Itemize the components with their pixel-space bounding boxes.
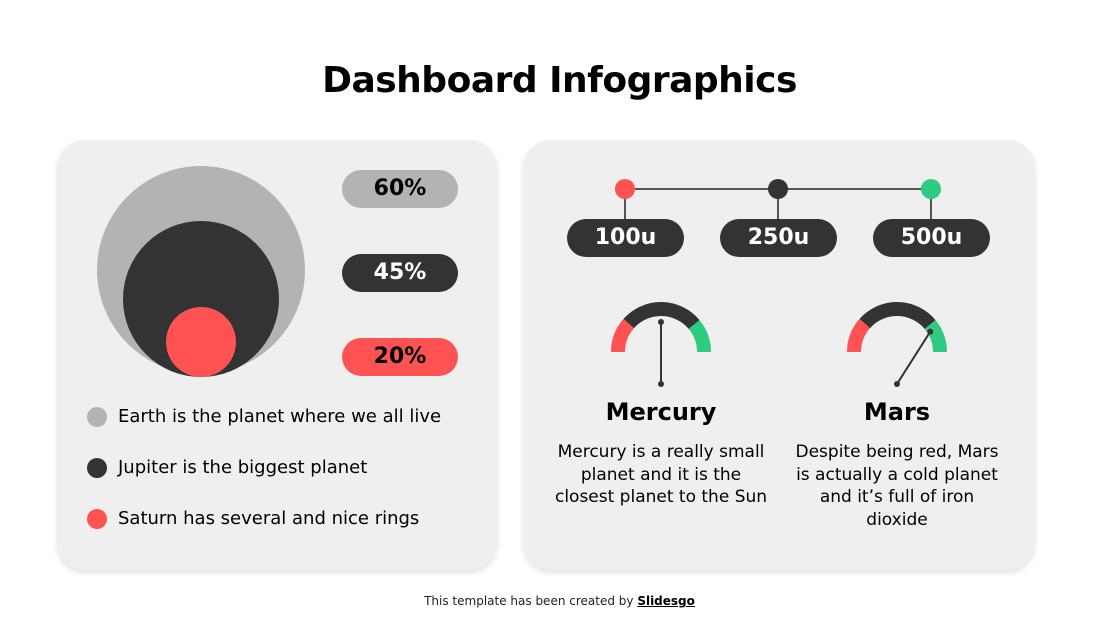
legend-dot (87, 508, 107, 529)
legend-text: Jupiter is the biggest planet (118, 457, 368, 478)
legend-dot (87, 406, 107, 427)
saturn-circle (166, 307, 236, 377)
legend-text: Saturn has several and nice rings (118, 508, 420, 529)
percentage-pill: 60% (342, 170, 458, 208)
timeline-dot (768, 179, 788, 199)
jupiter-circle (123, 221, 279, 377)
gauge-description: Despite being red, Mars is actually a co… (795, 442, 999, 530)
gauge-segment (688, 320, 711, 353)
slidesgo-link[interactable]: Slidesgo (637, 594, 695, 608)
needle-end (894, 381, 900, 387)
legend-item: Saturn has several and nice rings (87, 508, 419, 529)
legend-text: Earth is the planet where we all live (118, 406, 442, 427)
gauge-segment (623, 302, 700, 330)
legend-dot (87, 457, 107, 478)
timeline-pill: 250u (720, 219, 837, 257)
gauge-needle (896, 331, 932, 385)
timeline-dot (615, 179, 635, 199)
page-title: Dashboard Infographics (322, 60, 797, 101)
gauge-title: Mars (863, 398, 931, 426)
timeline-pill: 500u (873, 219, 990, 257)
gauge-title: Mercury (605, 398, 717, 426)
needle-end (658, 319, 664, 325)
percentage-pill: 20% (342, 338, 458, 376)
legend-item: Jupiter is the biggest planet (87, 457, 367, 478)
gauge-description: Mercury is a really small planet and it … (554, 442, 768, 507)
gauge-segment (859, 302, 936, 330)
timeline-pill: 100u (567, 219, 684, 257)
gauge-segment (924, 320, 947, 353)
needle-end (927, 328, 934, 335)
gauge-segment (611, 318, 635, 353)
legend-item: Earth is the planet where we all live (87, 406, 441, 427)
footer: This template has been created by Slides… (424, 594, 695, 608)
needle-end (658, 381, 664, 387)
timeline-dot (921, 179, 941, 199)
gauge-segment (847, 318, 871, 353)
percentage-pill: 45% (342, 254, 458, 292)
